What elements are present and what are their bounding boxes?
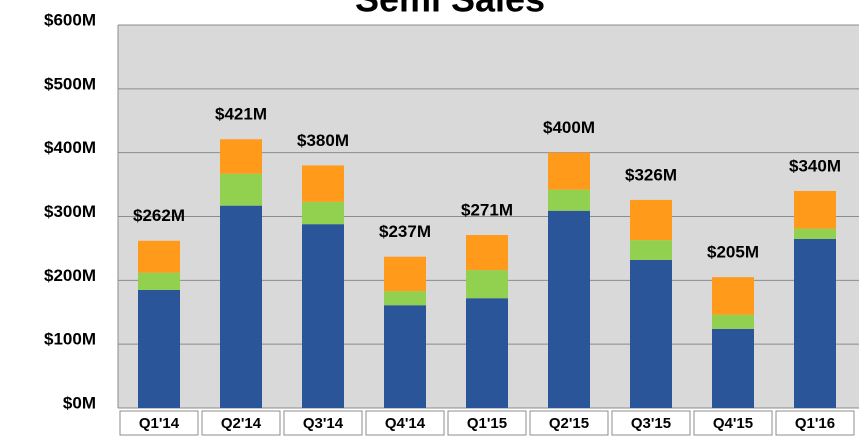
y-tick-label: $400M	[44, 138, 96, 157]
bar-segment	[794, 228, 836, 239]
chart-title: Semi Sales	[355, 0, 545, 20]
x-tick-label: Q1'16	[795, 415, 835, 432]
total-label: $421M	[215, 105, 267, 124]
y-tick-label: $200M	[44, 266, 96, 285]
bar-segment	[384, 291, 426, 306]
y-tick-label: $0M	[63, 393, 96, 412]
category-box	[693, 410, 773, 436]
total-label: $205M	[707, 243, 759, 262]
total-label: $326M	[625, 165, 677, 184]
bar-segment	[794, 190, 836, 229]
bar-segment	[712, 277, 754, 315]
x-tick-label: Q2'14	[221, 415, 262, 432]
category-box	[775, 410, 855, 436]
bar-segment	[384, 256, 426, 292]
x-tick-label: Q3'14	[303, 415, 344, 432]
category-box	[447, 410, 527, 436]
y-tick-label: $600M	[44, 10, 96, 29]
bar-segment	[466, 298, 508, 408]
bar-segment	[794, 238, 836, 408]
bar-segment	[220, 139, 262, 174]
bar-segment	[466, 270, 508, 299]
total-label: $271M	[461, 200, 513, 219]
bar-segment	[548, 189, 590, 211]
category-box	[283, 410, 363, 436]
bar-segment	[220, 205, 262, 408]
bar-segment	[630, 259, 672, 408]
bar-segment	[302, 165, 344, 202]
total-label: $262M	[133, 206, 185, 225]
bar-segment	[138, 272, 180, 290]
bar-segment	[712, 328, 754, 408]
category-box	[119, 410, 199, 436]
x-tick-label: Q4'14	[385, 415, 426, 432]
bar-segment	[138, 289, 180, 408]
bar-segment	[220, 173, 262, 206]
category-box	[611, 410, 691, 436]
y-tick-label: $500M	[44, 74, 96, 93]
bar-segment	[302, 224, 344, 408]
bar-segment	[384, 305, 426, 408]
category-box	[201, 410, 281, 436]
x-tick-label: Q4'15	[713, 415, 753, 432]
y-tick-label: $100M	[44, 330, 96, 349]
bar-segment	[630, 199, 672, 241]
category-box	[529, 410, 609, 436]
bar-segment	[712, 314, 754, 329]
bar-segment	[630, 240, 672, 260]
total-label: $340M	[789, 156, 841, 175]
x-tick-label: Q1'14	[139, 415, 180, 432]
bar-segment	[302, 201, 344, 225]
x-tick-label: Q2'15	[549, 415, 589, 432]
bar-segment	[548, 210, 590, 408]
category-box	[365, 410, 445, 436]
bar-segment	[138, 240, 180, 273]
x-tick-label: Q1'15	[467, 415, 507, 432]
bar-segment	[466, 235, 508, 271]
total-label: $237M	[379, 222, 431, 241]
total-label: $380M	[297, 131, 349, 150]
y-tick-label: $300M	[44, 202, 96, 221]
total-label: $400M	[543, 118, 595, 137]
x-tick-label: Q3'15	[631, 415, 671, 432]
bar-segment	[548, 152, 590, 190]
